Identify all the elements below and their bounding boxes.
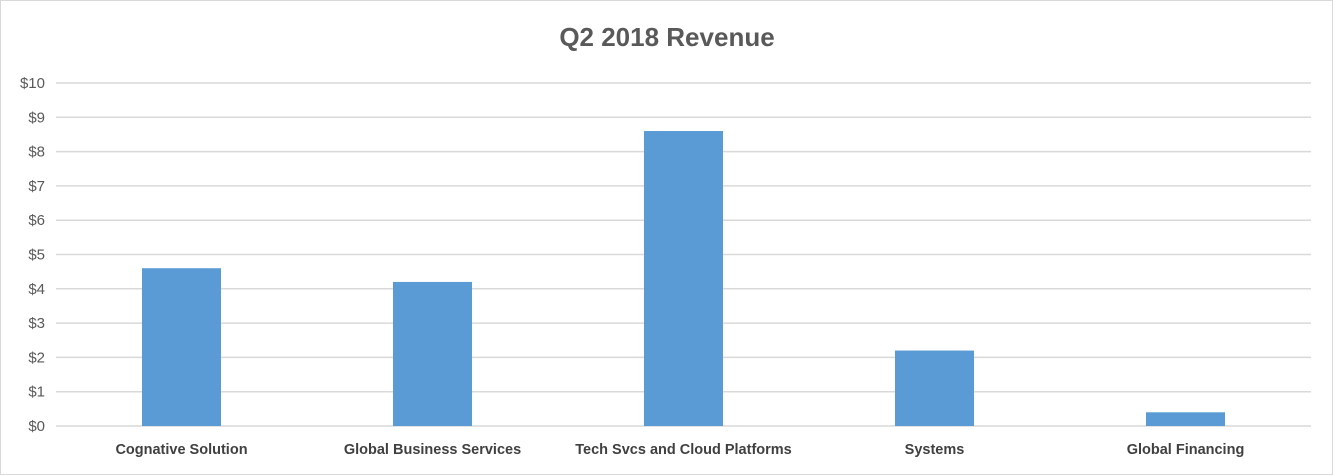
y-tick-label: $9 <box>28 109 45 126</box>
bar <box>142 268 221 426</box>
bar <box>1146 412 1225 426</box>
bars <box>142 131 1225 426</box>
y-tick-label: $5 <box>28 247 45 264</box>
x-tick-label: Cognative Solution <box>115 442 247 458</box>
y-tick-label: $0 <box>28 418 45 435</box>
y-tick-label: $2 <box>28 349 45 366</box>
y-tick-label: $8 <box>28 144 45 161</box>
chart-title: Q2 2018 Revenue <box>559 22 774 52</box>
bar <box>895 350 974 426</box>
bar <box>644 131 723 426</box>
y-tick-label: $7 <box>28 178 45 195</box>
y-tick-label: $1 <box>28 384 45 401</box>
y-tick-label: $4 <box>28 281 45 298</box>
y-axis-ticks: $0 $1 $2 $3 $4 $5 $6 $7 $8 $9 $10 <box>20 75 45 435</box>
y-tick-label: $10 <box>20 75 45 92</box>
bar <box>393 281 472 426</box>
x-axis-ticks: Cognative Solution Global Business Servic… <box>115 442 1244 458</box>
x-tick-label: Systems <box>905 442 965 458</box>
x-tick-label: Global Business Services <box>344 442 521 458</box>
x-tick-label: Global Financing <box>1127 442 1245 458</box>
y-tick-label: $3 <box>28 315 45 332</box>
x-tick-label: Tech Svcs and Cloud Platforms <box>575 442 791 458</box>
y-tick-label: $6 <box>28 212 45 229</box>
